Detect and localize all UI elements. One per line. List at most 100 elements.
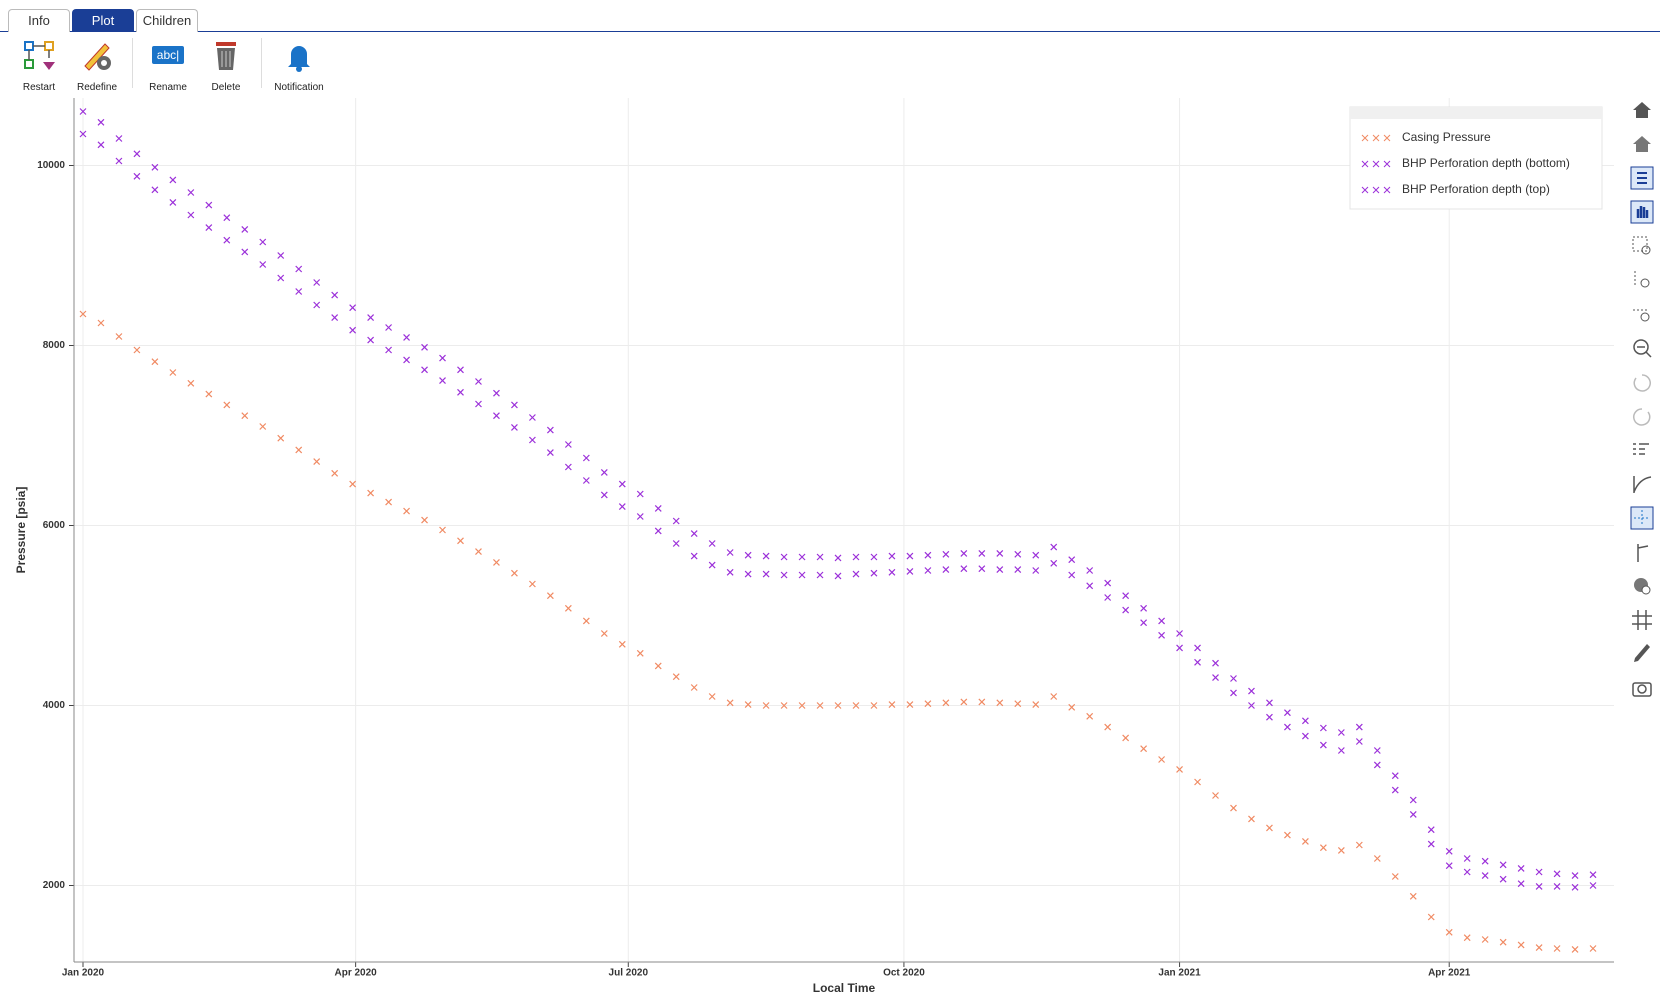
scatter-point bbox=[259, 238, 267, 246]
scatter-point bbox=[888, 568, 896, 576]
scatter-point bbox=[816, 571, 824, 579]
notification-button[interactable]: Notification bbox=[268, 38, 330, 93]
scatter-point bbox=[1517, 864, 1525, 872]
separator bbox=[261, 38, 262, 88]
delete-button[interactable]: Delete bbox=[197, 38, 255, 93]
scatter-point bbox=[762, 552, 770, 560]
scatter-point bbox=[924, 551, 932, 559]
scatter-point bbox=[439, 377, 446, 385]
scatter-point bbox=[385, 498, 393, 506]
scatter-point bbox=[636, 513, 644, 520]
tool-icon[interactable] bbox=[1630, 234, 1654, 258]
tool-icon[interactable] bbox=[1630, 302, 1654, 326]
scatter-point bbox=[331, 469, 339, 477]
button-label: Redefine bbox=[76, 82, 118, 93]
icon bbox=[84, 43, 111, 71]
scatter-point bbox=[1140, 604, 1148, 612]
scatter-point bbox=[1050, 543, 1058, 551]
scatter-point bbox=[798, 553, 806, 561]
tool-icon[interactable] bbox=[1630, 268, 1654, 292]
scatter-point bbox=[1391, 786, 1399, 794]
restart-button[interactable]: Restart bbox=[10, 38, 68, 93]
scatter-point bbox=[762, 570, 770, 578]
scatter-point bbox=[582, 454, 590, 462]
scatter-point bbox=[1589, 945, 1597, 952]
scatter-point bbox=[1337, 729, 1345, 736]
legend-header bbox=[1350, 107, 1602, 119]
scatter-point bbox=[241, 412, 249, 420]
legend-label: BHP Perforation depth (bottom) bbox=[1402, 156, 1570, 170]
tool-icon[interactable] bbox=[1630, 608, 1654, 632]
scatter-point bbox=[906, 552, 914, 560]
scatter-point bbox=[133, 172, 141, 180]
scatter-point bbox=[457, 388, 464, 396]
scatter-point bbox=[1445, 847, 1453, 855]
tool-icon[interactable] bbox=[1630, 132, 1654, 156]
scatter-point bbox=[1122, 606, 1130, 614]
tool-icon[interactable] bbox=[1630, 200, 1654, 224]
tool-icon[interactable] bbox=[1630, 676, 1654, 700]
tool-icon[interactable] bbox=[1630, 642, 1654, 666]
scatter-point bbox=[546, 592, 554, 600]
tab[interactable]: Plot bbox=[72, 9, 134, 32]
scatter-point bbox=[331, 314, 339, 322]
scatter-point bbox=[1086, 582, 1094, 590]
tool-icon[interactable] bbox=[1630, 98, 1654, 122]
scatter-point bbox=[654, 662, 662, 670]
scatter-point bbox=[1445, 862, 1453, 870]
scatter-point bbox=[313, 279, 321, 286]
scatter-point bbox=[1409, 810, 1417, 818]
scatter-point bbox=[834, 572, 842, 580]
tool-icon[interactable] bbox=[1630, 370, 1654, 394]
scatter-point bbox=[1535, 868, 1543, 876]
scatter-point bbox=[978, 549, 986, 557]
tool-icon[interactable] bbox=[1630, 438, 1654, 462]
scatter-point bbox=[187, 189, 195, 196]
scatter-point bbox=[654, 527, 662, 535]
scatter-point bbox=[277, 252, 285, 259]
tab-underline bbox=[0, 31, 1660, 32]
tool-icon[interactable] bbox=[1630, 540, 1654, 564]
scatter-point bbox=[1230, 804, 1237, 812]
scatter-point bbox=[1050, 693, 1058, 700]
legend-marker bbox=[1383, 134, 1391, 142]
scatter-point bbox=[1409, 892, 1417, 900]
scatter-point bbox=[421, 516, 428, 524]
scatter-point bbox=[313, 301, 321, 309]
scatter-point bbox=[1050, 559, 1058, 567]
scatter-point bbox=[1337, 747, 1345, 754]
scatter-point bbox=[115, 333, 123, 340]
rename-button[interactable]: abc| Rename bbox=[139, 38, 197, 93]
scatter-point bbox=[1176, 765, 1183, 773]
scatter-point bbox=[618, 503, 626, 511]
tool-icon[interactable] bbox=[1630, 166, 1654, 190]
scatter-point bbox=[421, 343, 428, 351]
tool-icon[interactable] bbox=[1630, 336, 1654, 360]
button-label: Rename bbox=[149, 82, 187, 93]
y-axis-title: Pressure [psia] bbox=[14, 487, 28, 574]
scatter-point bbox=[259, 261, 267, 268]
tool-icon[interactable] bbox=[1630, 506, 1654, 530]
tool-icon[interactable] bbox=[1630, 574, 1654, 598]
tab[interactable]: Info bbox=[8, 9, 70, 32]
scatter-point bbox=[367, 489, 375, 497]
scatter-point bbox=[960, 549, 968, 557]
scatter-point bbox=[582, 617, 590, 625]
scatter-point bbox=[187, 379, 195, 387]
scatter-point bbox=[295, 265, 303, 273]
chart: Pressure [psia] Local Time 2000 4000 6000 8… bbox=[14, 98, 1614, 995]
scatter-point bbox=[852, 702, 860, 709]
tool-icon[interactable] bbox=[1630, 472, 1654, 496]
scatter-point bbox=[403, 356, 410, 364]
scatter-point bbox=[277, 434, 285, 442]
legend-box bbox=[1349, 106, 1603, 210]
button-label: Notification bbox=[274, 82, 324, 93]
scatter-point bbox=[1248, 687, 1255, 695]
scatter-point bbox=[600, 491, 608, 499]
scatter-point bbox=[636, 649, 644, 657]
tool-icon[interactable] bbox=[1630, 404, 1654, 428]
redefine-button[interactable]: Redefine bbox=[68, 38, 126, 93]
tab[interactable]: Children bbox=[136, 9, 198, 32]
scatter-point bbox=[1463, 868, 1471, 876]
scatter-point bbox=[1104, 723, 1112, 731]
